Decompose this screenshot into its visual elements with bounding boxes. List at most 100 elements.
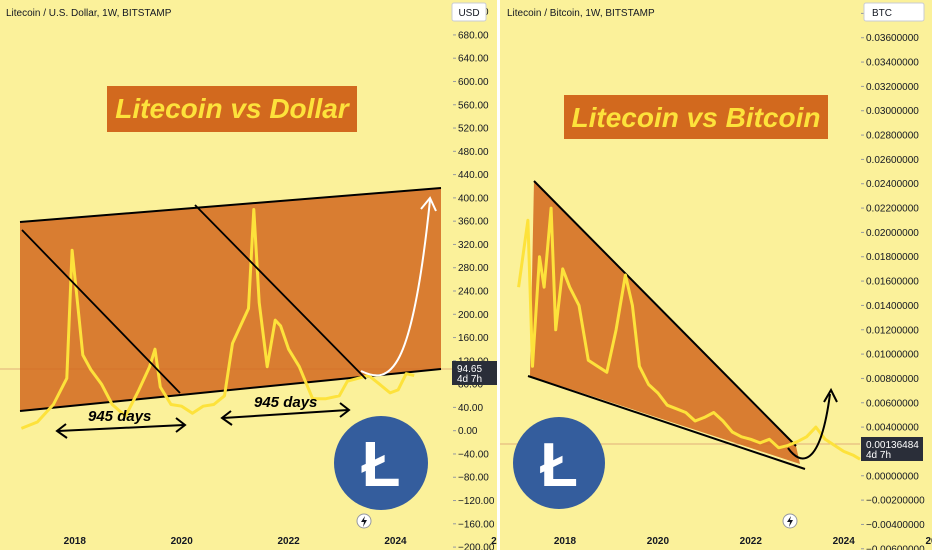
y-tick-label: 0.01200000 (866, 325, 919, 336)
svg-text:Ł: Ł (540, 431, 578, 500)
last-price-value: 0.00136484 (866, 440, 919, 451)
y-tick-label: −120.00 (458, 496, 495, 507)
ltc-usd-chart: 945 days 945 days Litecoin vs Dollar Ł L… (0, 2, 497, 550)
ltc-btc-chart-panel[interactable]: Litecoin vs Bitcoin Ł Litecoin / Bitcoin… (500, 0, 932, 550)
currency-badge[interactable] (451, 2, 487, 22)
y-tick-label: 0.00400000 (866, 423, 919, 434)
last-price-value: 94.65 (457, 364, 482, 375)
y-tick-label: 0.01800000 (866, 252, 919, 263)
y-tick-label: −0.00400000 (866, 520, 925, 531)
ltc-usd-chart-panel[interactable]: 945 days 945 days Litecoin vs Dollar Ł L… (0, 0, 497, 550)
days-arrow-2-head-left (220, 410, 233, 426)
y-tick-label: 0.02600000 (866, 155, 919, 166)
y-tick-label: 200.00 (458, 310, 489, 321)
y-tick-label: 80.00 (458, 380, 483, 391)
projection-arrowhead (420, 196, 437, 212)
title-box (107, 86, 357, 132)
x-tick-label: 2018 (554, 536, 577, 547)
trend-line-1 (21, 229, 181, 394)
last-price-label (452, 361, 497, 385)
y-tick-label: 0.00000000 (866, 471, 919, 482)
currency-label: USD (458, 8, 479, 19)
chart-title: Litecoin vs Bitcoin (572, 102, 821, 133)
litecoin-logo-icon: Ł (334, 416, 428, 510)
x-tick-label: 2020 (171, 536, 194, 547)
symbol-header: Litecoin / Bitcoin, 1W, BITSTAMP (507, 8, 655, 19)
x-tick-label: 2026 (491, 536, 497, 547)
y-tick-label: 600.00 (458, 77, 489, 88)
y-tick-label: 0.03000000 (866, 106, 919, 117)
y-tick-label: 0.01600000 (866, 277, 919, 288)
days-label-1: 945 days (88, 408, 151, 425)
y-tick-label: −200.00 (458, 543, 495, 550)
y-tick-label: 0.02400000 (866, 179, 919, 190)
y-tick-label: 0.02000000 (866, 228, 919, 239)
time-axis: 2018 2020 2022 2024 2026 (64, 536, 497, 547)
projection-arrow (360, 199, 431, 377)
y-tick-label: 520.00 (458, 124, 489, 135)
y-tick-label: 0.02200000 (866, 204, 919, 215)
wedge-upper-line (533, 180, 797, 447)
y-tick-label: 680.00 (458, 30, 489, 41)
currency-badge[interactable] (863, 2, 925, 22)
time-axis: 2018 2020 2022 2024 2026 (554, 536, 932, 547)
bar-countdown: 4d 7h (866, 450, 891, 461)
channel-upper-line (19, 187, 442, 223)
trend-line-2 (194, 204, 367, 380)
x-tick-label: 2026 (925, 536, 932, 547)
y-tick-label: −160.00 (458, 519, 495, 530)
y-tick-label: 0.00600000 (866, 398, 919, 409)
lightning-icon[interactable] (356, 513, 372, 529)
y-tick-label: −80.00 (458, 473, 489, 484)
chart-title: Litecoin vs Dollar (115, 93, 350, 124)
y-tick-label: 0.00800000 (866, 374, 919, 385)
days-label-2: 945 days (254, 394, 317, 411)
y-tick-label: 0.03600000 (866, 33, 919, 44)
y-tick-label: −0.00600000 (866, 544, 925, 550)
y-tick-label: 640.00 (458, 54, 489, 65)
title-box (564, 95, 828, 139)
y-tick-label: 240.00 (458, 287, 489, 298)
litecoin-logo-icon: Ł (513, 417, 605, 509)
ltc-btc-price-line (517, 206, 861, 461)
y-tick-label: 0.00 (458, 426, 478, 437)
ascending-channel (20, 188, 441, 411)
days-arrow-2-head-right (339, 402, 351, 418)
symbol-header: Litecoin / U.S. Dollar, 1W, BITSTAMP (6, 8, 172, 19)
ltc-btc-chart: Litecoin vs Bitcoin Ł Litecoin / Bitcoin… (500, 0, 932, 550)
days-arrow-1-head-left (55, 423, 68, 439)
panel-divider[interactable] (497, 0, 500, 550)
y-tick-label: 360.00 (458, 217, 489, 228)
lightning-icon[interactable] (782, 513, 798, 529)
y-tick-label: 440.00 (458, 170, 489, 181)
svg-text:Ł: Ł (361, 428, 400, 500)
projection-arrow (787, 393, 831, 460)
x-tick-label: 2024 (833, 536, 856, 547)
y-tick-label: −40.00 (458, 450, 489, 461)
y-tick-label: 560.00 (458, 100, 489, 111)
currency-label: BTC (872, 8, 892, 19)
x-tick-label: 2024 (384, 536, 407, 547)
y-tick-label: 40.00 (458, 403, 483, 414)
descending-wedge (530, 181, 800, 464)
projection-arrowhead (823, 387, 838, 403)
y-tick-label: 0.01000000 (866, 350, 919, 361)
wedge-lower-line (527, 375, 806, 470)
y-tick-label: 320.00 (458, 240, 489, 251)
days-arrow-1-head-right (175, 417, 187, 433)
x-tick-label: 2022 (277, 536, 300, 547)
y-tick-label: 400.00 (458, 193, 489, 204)
ltc-usd-price-line (20, 208, 415, 430)
last-price-label (861, 437, 923, 461)
days-arrow-1 (57, 424, 185, 432)
x-tick-label: 2022 (740, 536, 763, 547)
y-tick-label: 0.03200000 (866, 82, 919, 93)
y-tick-label: 480.00 (458, 147, 489, 158)
y-tick-label: 0.01400000 (866, 301, 919, 312)
y-tick-label: 0.03400000 (866, 58, 919, 69)
y-tick-label: 160.00 (458, 333, 489, 344)
y-tick-label: 280.00 (458, 263, 489, 274)
x-tick-label: 2018 (64, 536, 87, 547)
bar-countdown: 4d 7h (457, 374, 482, 385)
days-arrow-2 (222, 409, 349, 419)
